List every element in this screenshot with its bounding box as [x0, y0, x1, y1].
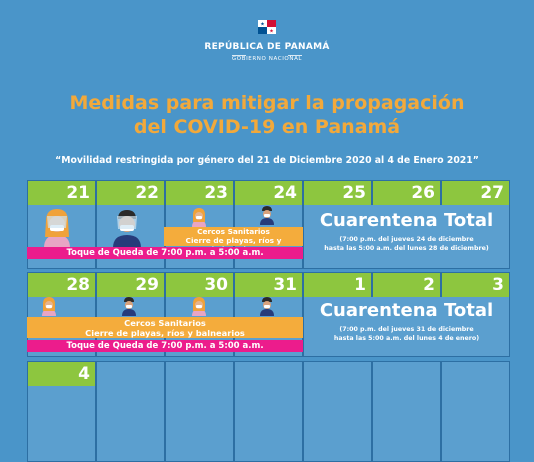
- day-number: 2: [373, 273, 440, 297]
- day-number: 23: [166, 181, 233, 205]
- page-title-line1: Medidas para mitigar la propagación: [69, 92, 465, 114]
- day-number: 29: [97, 273, 164, 297]
- woman-mask-icon: [42, 297, 56, 316]
- empty-cell: [441, 361, 510, 462]
- woman-mask-icon: [192, 208, 206, 227]
- man-mask-icon: [260, 297, 274, 316]
- day-number: 31: [235, 273, 302, 297]
- header-divider-left: [232, 55, 246, 56]
- woman-mask-icon: [44, 209, 70, 248]
- lockdown-note-line2: hasta las 5:00 a.m. del lunes 28 de dici…: [324, 245, 489, 252]
- page-subtitle: “Movilidad restringida por género del 21…: [55, 155, 479, 166]
- empty-cell: [96, 361, 165, 462]
- sanitary-label: Cercos Sanitarios: [197, 227, 270, 236]
- lockdown-title: Cuarentena Total: [319, 210, 494, 231]
- day-number: 22: [97, 181, 164, 205]
- man-mask-icon: [113, 210, 141, 248]
- sanitary-fence-banner-week1: Cercos Sanitarios Cierre de playas, ríos…: [164, 227, 303, 254]
- header-divider-right: [288, 55, 302, 56]
- lockdown-note-line2: hasta las 5:00 a.m. del lunes 4 de enero…: [333, 335, 480, 342]
- woman-mask-icon: [192, 297, 206, 316]
- lockdown-week1: Cuarentena Total (7:00 p.m. del jueves 2…: [304, 210, 509, 253]
- man-mask-icon: [122, 297, 136, 316]
- day-number: 25: [304, 181, 371, 205]
- day-number: 26: [373, 181, 440, 205]
- empty-cell: [303, 361, 372, 462]
- sanitary-label: Cercos Sanitarios: [124, 318, 206, 328]
- day-number: 3: [442, 273, 509, 297]
- lockdown-area-week1: [304, 205, 509, 268]
- day-cell-4: 4: [27, 361, 96, 462]
- day-number: 28: [28, 273, 95, 297]
- empty-cell: [234, 361, 303, 462]
- government-label: GOBIERNO NACIONAL: [231, 56, 303, 62]
- day-number: 30: [166, 273, 233, 297]
- curfew-banner-week2: Toque de Queda de 7:00 p.m. a 5:00 a.m.: [27, 340, 303, 352]
- empty-cell: [372, 361, 441, 462]
- svg-text:★: ★: [260, 22, 265, 28]
- curfew-banner-week1: Toque de Queda de 7:00 p.m. a 5:00 a.m.: [27, 247, 303, 259]
- svg-text:★: ★: [269, 29, 274, 34]
- day-number: 27: [442, 181, 509, 205]
- beach-closure-label: Cierre de playas, ríos y balnearios: [85, 328, 245, 338]
- day-number: 4: [28, 362, 95, 386]
- lockdown-title: Cuarentena Total: [319, 300, 494, 321]
- page-title-line2: del COVID-19 en Panamá: [133, 116, 401, 138]
- lockdown-note-line1: (7:00 p.m. del jueves 31 de diciembre: [339, 326, 474, 333]
- lockdown-area-week2: [304, 297, 509, 356]
- man-mask-icon: [260, 206, 274, 225]
- day-number: 24: [235, 181, 302, 205]
- sanitary-fence-banner-week2: Cercos Sanitarios Cierre de playas, ríos…: [27, 317, 303, 338]
- day-number: 21: [28, 181, 95, 205]
- lockdown-note-line1: (7:00 p.m. del jueves 24 de diciembre: [339, 236, 474, 243]
- republic-label: REPÚBLICA DE PANAMÁ: [204, 42, 330, 52]
- day-number: 1: [304, 273, 371, 297]
- panama-flag-icon: ★ ★: [258, 20, 276, 34]
- empty-cell: [165, 361, 234, 462]
- lockdown-week2: Cuarentena Total (7:00 p.m. del jueves 3…: [304, 300, 509, 343]
